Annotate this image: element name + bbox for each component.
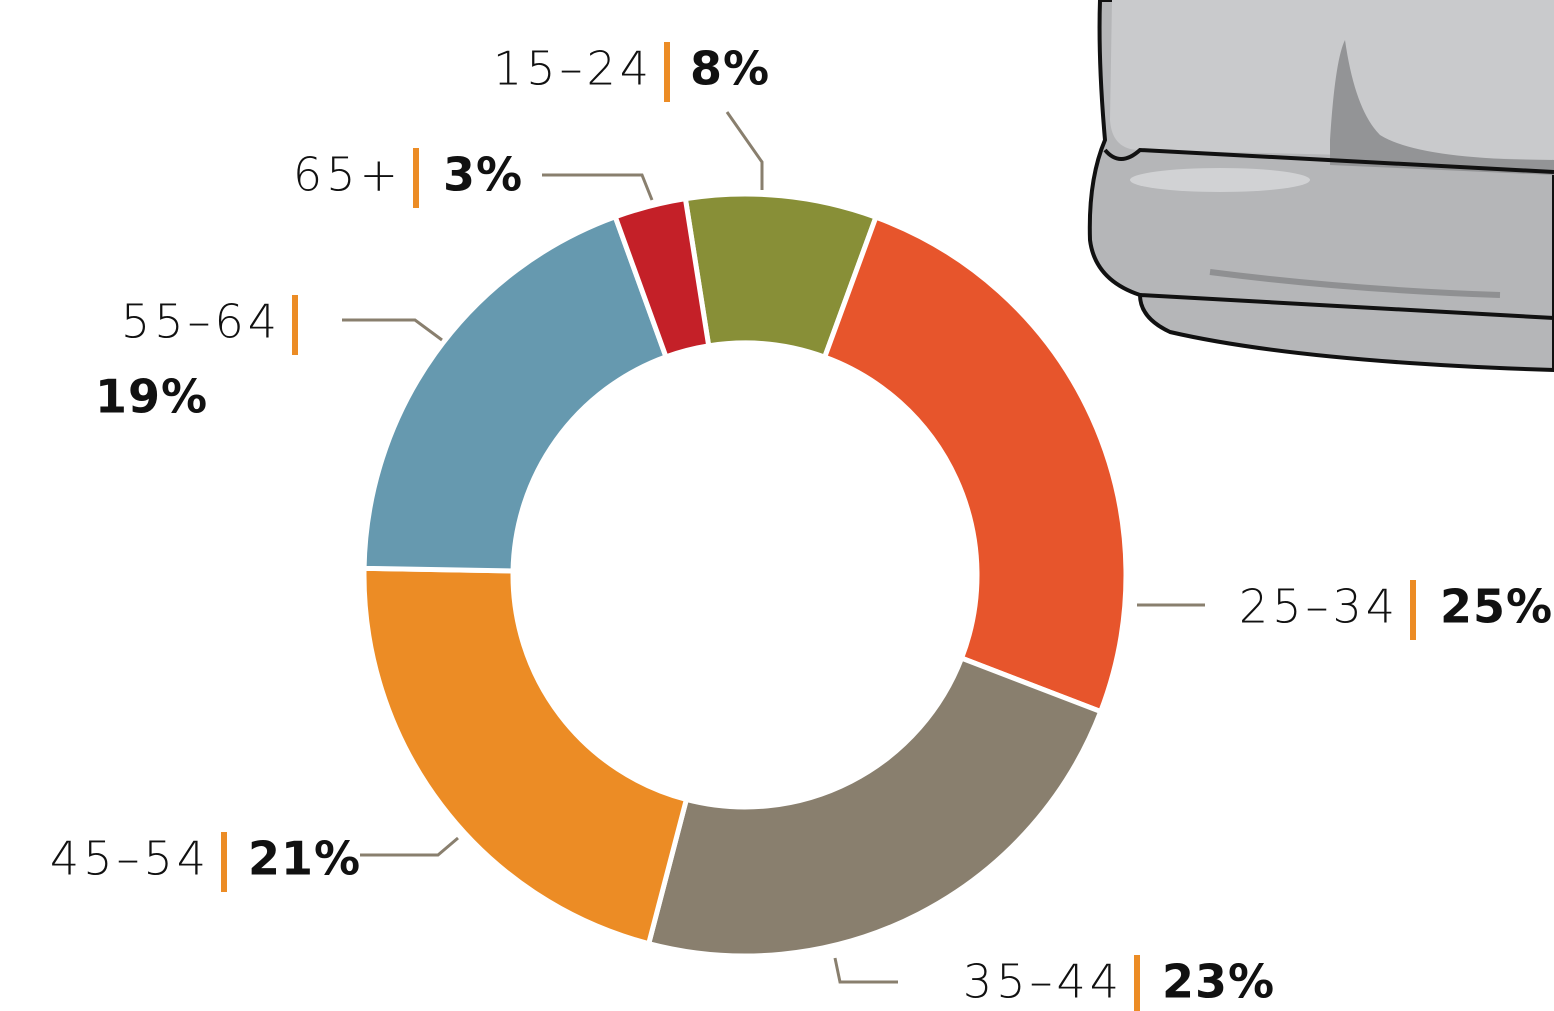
separator bbox=[292, 295, 298, 355]
category-label: 45–54 bbox=[50, 832, 210, 886]
category-label: 25–34 bbox=[1239, 580, 1399, 634]
value-label: 3% bbox=[443, 148, 523, 202]
category-label: 65+ bbox=[293, 148, 402, 202]
category-label: 55–64 bbox=[121, 295, 281, 349]
leader-line bbox=[542, 175, 652, 200]
chart: 15–24 8% 25–34 25% 35–44 23% 45–54 21% 55–64 19% 6… bbox=[0, 0, 1554, 1011]
separator bbox=[221, 832, 227, 892]
category-label: 15–24 bbox=[493, 42, 653, 96]
donut-slice bbox=[364, 217, 666, 571]
value-label: 23% bbox=[1162, 955, 1275, 1009]
donut-slice bbox=[364, 568, 686, 943]
leader-line bbox=[835, 958, 898, 982]
leader-line bbox=[727, 112, 762, 190]
value-label: 25% bbox=[1440, 580, 1553, 634]
donut-slice bbox=[649, 658, 1101, 956]
category-label: 35–44 bbox=[963, 955, 1123, 1009]
separator bbox=[413, 148, 419, 208]
separator bbox=[664, 42, 670, 102]
value-label: 8% bbox=[690, 42, 770, 96]
value-label: 19% bbox=[95, 370, 208, 424]
donut bbox=[364, 194, 1126, 956]
leader-line bbox=[342, 320, 442, 340]
separator bbox=[1410, 580, 1416, 640]
car-illustration bbox=[1090, 0, 1554, 370]
leader-line bbox=[360, 838, 458, 855]
value-label: 21% bbox=[248, 832, 361, 886]
donut-slice bbox=[825, 217, 1126, 711]
separator bbox=[1134, 955, 1140, 1011]
